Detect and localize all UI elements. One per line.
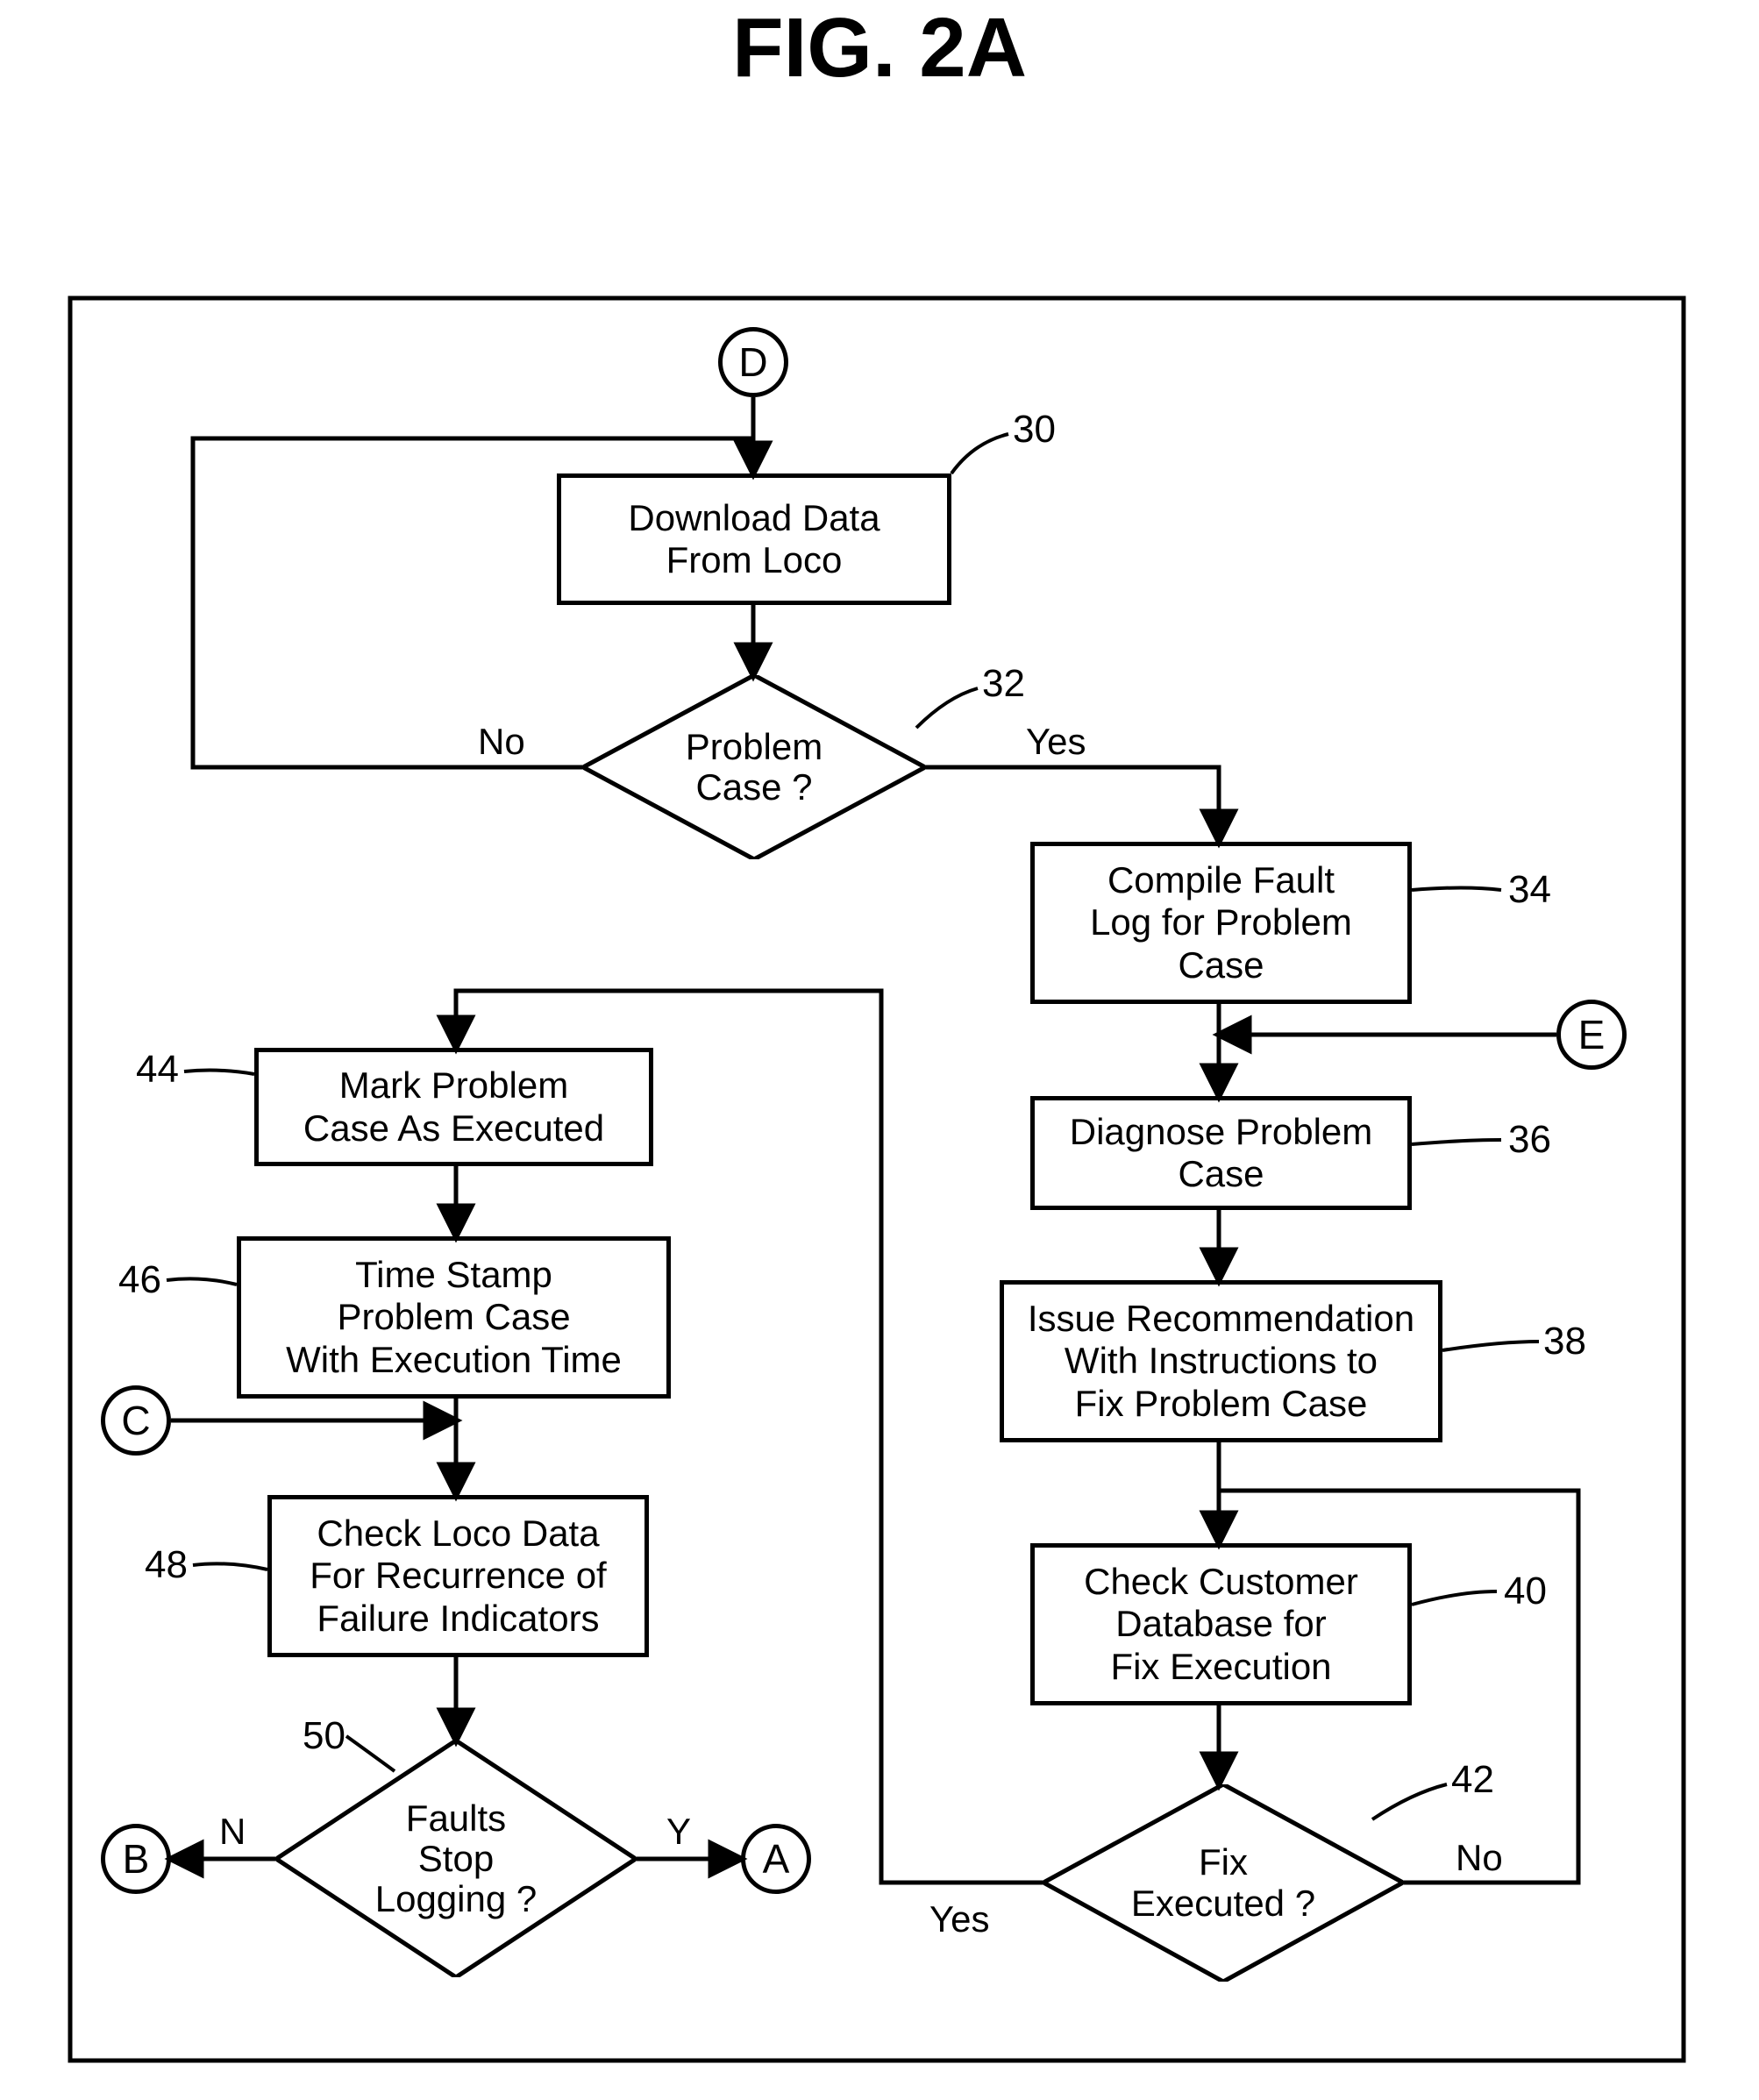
node-42-text: Fix Executed ?	[1131, 1842, 1315, 1923]
node-48-box: Check Loco Data For Recurrence of Failur…	[267, 1495, 649, 1657]
node-34-ref: 34	[1508, 868, 1551, 912]
node-38-text: Issue Recommendation With Instructions t…	[1028, 1298, 1414, 1425]
node-46-ref: 46	[118, 1258, 161, 1302]
node-44-text: Mark Problem Case As Executed	[303, 1064, 604, 1150]
connector-a: A	[741, 1824, 811, 1894]
connector-b: B	[101, 1824, 171, 1894]
node-32-ref: 32	[982, 662, 1025, 706]
node-50-diamond: Faults Stop Logging ?	[276, 1741, 636, 1977]
flowchart-canvas: FIG. 2A D Download Data From Loco 30 Pro…	[0, 0, 1759, 2100]
node-32-diamond: Problem Case ?	[583, 675, 925, 859]
node-36-box: Diagnose Problem Case	[1030, 1096, 1412, 1210]
node-46-text: Time Stamp Problem Case With Execution T…	[286, 1254, 622, 1381]
node-42-yes: Yes	[929, 1898, 990, 1940]
node-42-no: No	[1456, 1837, 1503, 1879]
node-44-ref: 44	[136, 1048, 179, 1092]
connector-b-label: B	[123, 1835, 150, 1883]
node-38-ref: 38	[1543, 1320, 1586, 1363]
node-44-box: Mark Problem Case As Executed	[254, 1048, 653, 1166]
node-30-ref: 30	[1013, 408, 1056, 452]
node-32-no: No	[478, 721, 525, 763]
node-38-box: Issue Recommendation With Instructions t…	[1000, 1280, 1442, 1442]
node-46-box: Time Stamp Problem Case With Execution T…	[237, 1236, 671, 1399]
node-34-box: Compile Fault Log for Problem Case	[1030, 842, 1412, 1004]
connector-e-label: E	[1578, 1011, 1606, 1058]
node-30-box: Download Data From Loco	[557, 473, 951, 605]
connector-a-label: A	[763, 1835, 790, 1883]
connector-d-label: D	[738, 338, 767, 386]
node-50-ref: 50	[303, 1714, 345, 1758]
node-42-diamond: Fix Executed ?	[1043, 1784, 1403, 1982]
node-36-text: Diagnose Problem Case	[1070, 1111, 1373, 1196]
connector-c-label: C	[121, 1397, 150, 1444]
node-50-text: Faults Stop Logging ?	[375, 1798, 538, 1920]
connector-d: D	[718, 327, 788, 397]
node-36-ref: 36	[1508, 1118, 1551, 1162]
node-50-no: N	[219, 1811, 246, 1853]
node-30-text: Download Data From Loco	[628, 497, 880, 582]
node-40-ref: 40	[1504, 1570, 1547, 1613]
node-40-box: Check Customer Database for Fix Executio…	[1030, 1543, 1412, 1705]
node-34-text: Compile Fault Log for Problem Case	[1090, 859, 1352, 986]
node-40-text: Check Customer Database for Fix Executio…	[1084, 1561, 1358, 1688]
node-32-yes: Yes	[1026, 721, 1086, 763]
node-42-ref: 42	[1451, 1758, 1494, 1802]
figure-title: FIG. 2A	[0, 0, 1759, 96]
node-48-text: Check Loco Data For Recurrence of Failur…	[310, 1513, 606, 1640]
node-32-text: Problem Case ?	[686, 727, 823, 808]
node-48-ref: 48	[145, 1543, 188, 1587]
connector-c: C	[101, 1385, 171, 1456]
node-50-yes: Y	[666, 1811, 691, 1853]
connector-e: E	[1556, 1000, 1627, 1070]
